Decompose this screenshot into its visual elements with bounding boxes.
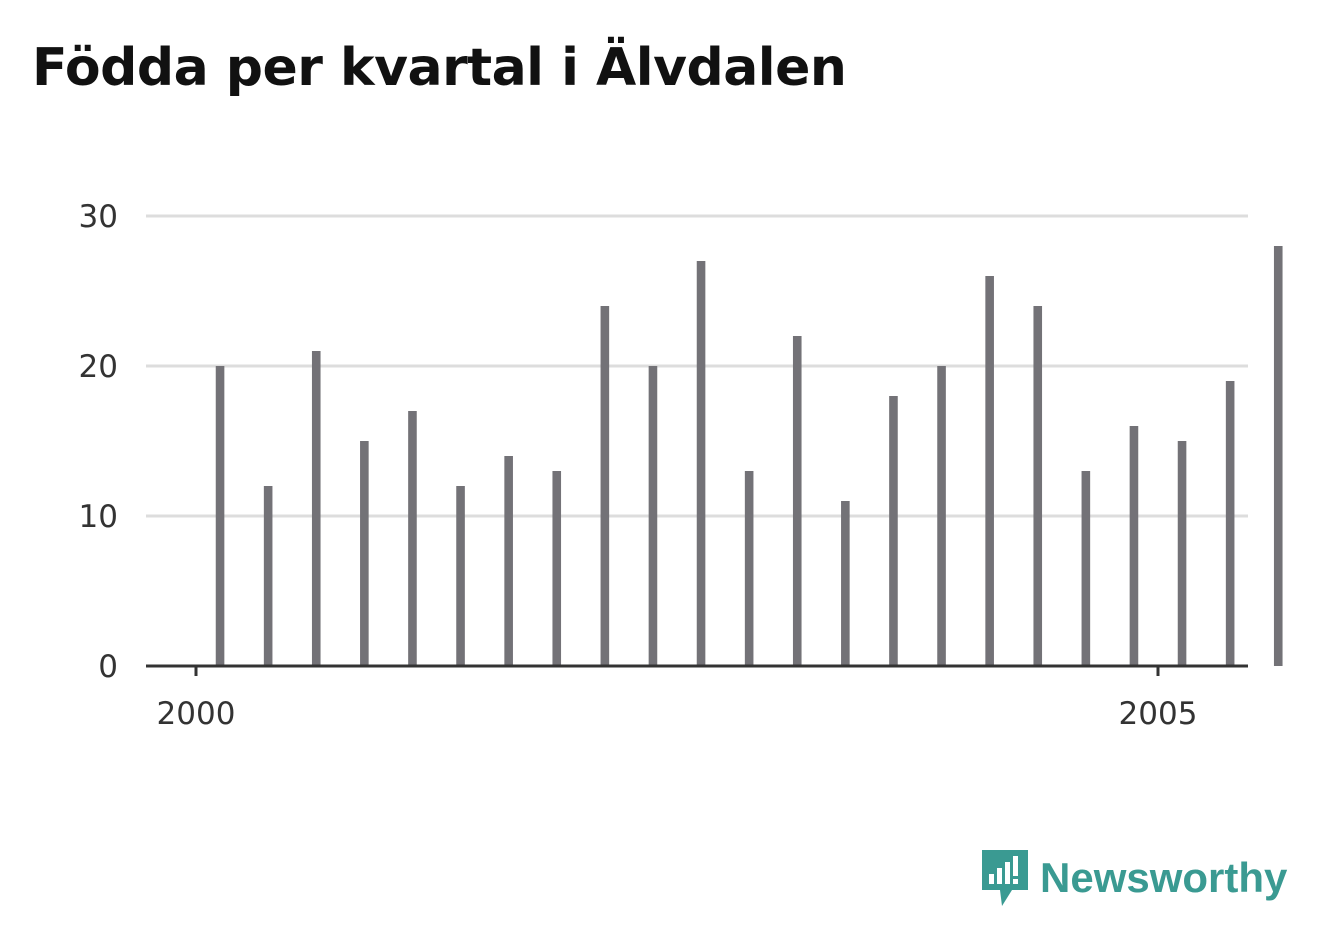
bar (1225, 381, 1235, 666)
brand-name: Newsworthy (1040, 854, 1288, 901)
bar-chart: 01020302000200520102015202020253 (79, 199, 1283, 732)
bar (1273, 246, 1283, 666)
bar (1033, 306, 1043, 666)
newsworthy-logo-icon (982, 850, 1028, 906)
y-tick-label: 0 (98, 649, 118, 685)
bar (1177, 441, 1187, 666)
y-tick-label: 10 (79, 499, 118, 535)
bar (1081, 471, 1091, 666)
bar (648, 366, 658, 666)
bar (456, 486, 465, 666)
bar (263, 486, 273, 666)
brand-logo: Newsworthy (980, 848, 1287, 908)
bar (696, 261, 706, 666)
bar (215, 366, 225, 666)
bar (311, 351, 321, 666)
x-tick-label: 2000 (157, 696, 236, 732)
bar (360, 441, 369, 666)
bar (600, 306, 610, 666)
bar (504, 456, 513, 666)
bar (552, 471, 562, 666)
bar (792, 336, 802, 666)
bar (841, 501, 850, 666)
chart-title: Födda per kvartal i Älvdalen (32, 38, 847, 98)
bar (1129, 426, 1139, 666)
y-tick-label: 20 (79, 349, 118, 385)
bar (937, 366, 946, 666)
x-tick-label: 2005 (1119, 696, 1198, 732)
bar (408, 411, 417, 666)
bar (985, 276, 994, 666)
bar (889, 396, 898, 666)
y-tick-label: 30 (79, 199, 118, 235)
bar (744, 471, 754, 666)
